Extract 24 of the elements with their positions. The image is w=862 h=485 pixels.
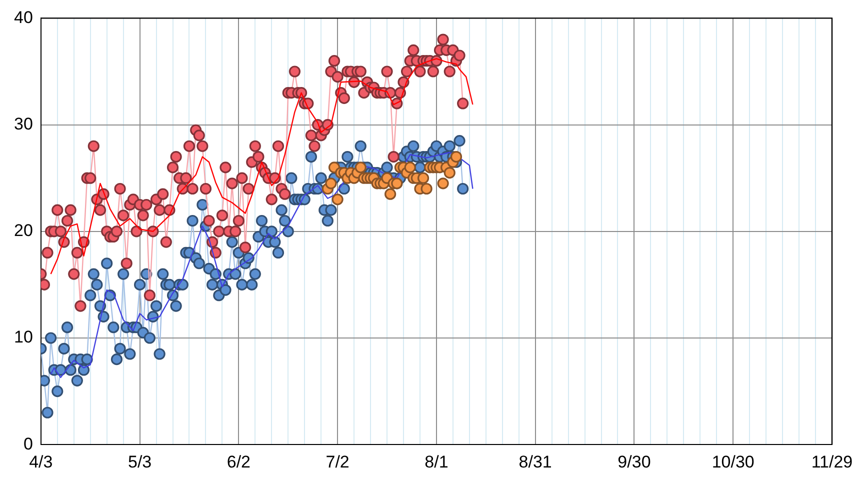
point [437, 178, 449, 190]
y-tick-label: 20 [14, 221, 33, 240]
x-tick-label: 4/3 [29, 452, 53, 472]
x-tick-label: 5/3 [128, 452, 152, 472]
point [332, 194, 344, 206]
y-tick-label: 40 [14, 8, 33, 27]
x-tick-label: 8/31 [518, 452, 552, 472]
point [325, 178, 337, 190]
point [420, 182, 432, 195]
point [417, 172, 430, 184]
y-tick-label: 30 [14, 114, 33, 134]
x-tick-label: 7/2 [326, 452, 350, 472]
point [384, 188, 396, 200]
x-tick-label: 6/2 [226, 452, 250, 472]
y-tick-label: 10 [14, 328, 33, 347]
point [404, 162, 416, 174]
point [444, 166, 456, 179]
y-tick-label: 0 [23, 434, 33, 454]
point [354, 162, 366, 174]
x-tick-label: 8/1 [424, 452, 448, 472]
x-tick-label: 10/30 [712, 452, 754, 472]
point [450, 150, 462, 163]
x-tick-label: 11/29 [811, 452, 853, 472]
x-tick-label: 9/30 [618, 452, 651, 472]
